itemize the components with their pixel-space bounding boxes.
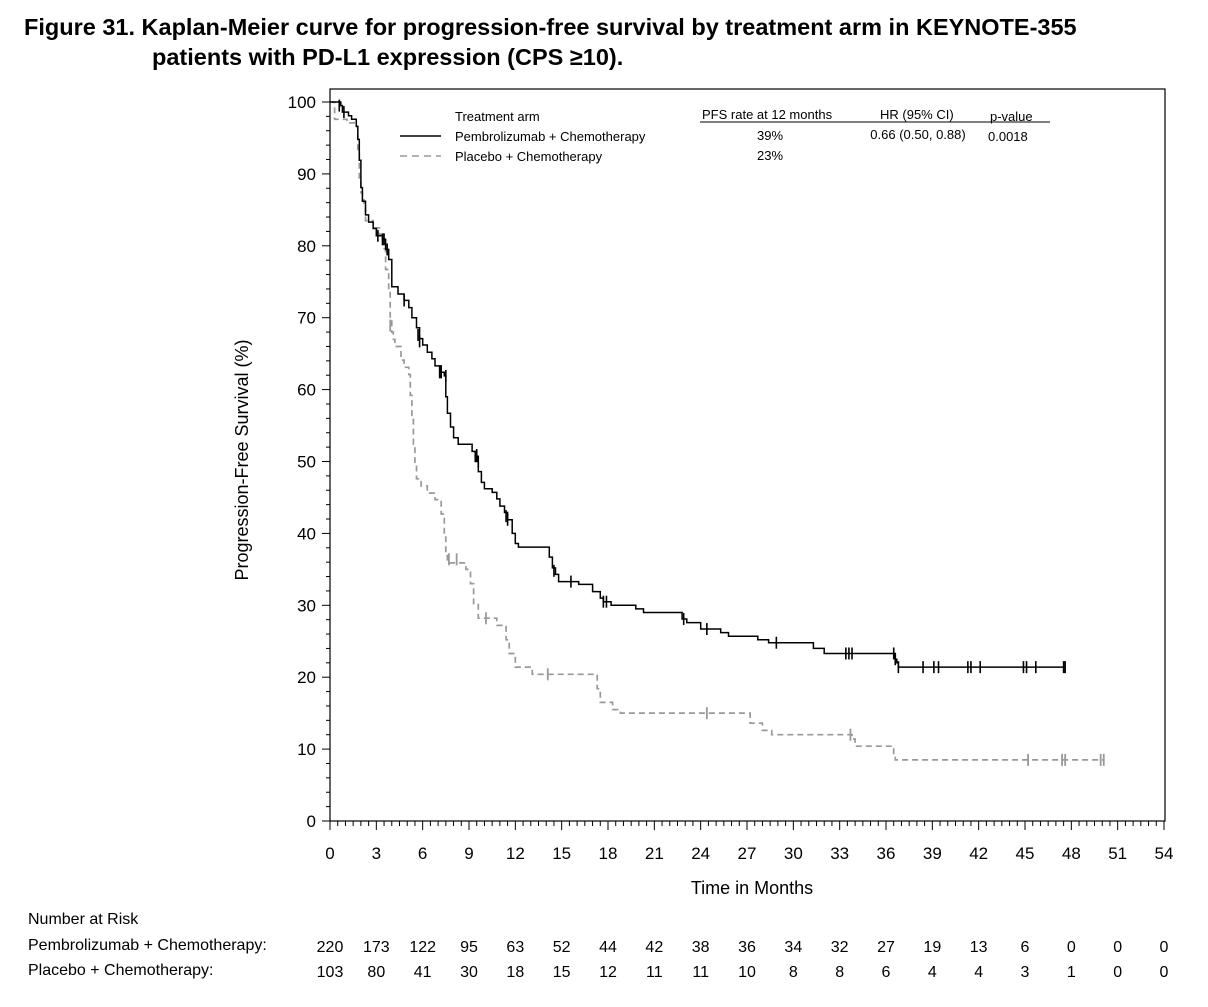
- y-tick-label: 20: [297, 668, 316, 687]
- y-tick-label: 90: [297, 165, 316, 184]
- placebo-curve: [330, 101, 1104, 761]
- figure-title-line-1: Figure 31. Kaplan-Meier curve for progre…: [24, 14, 1077, 40]
- y-tick-label: 40: [297, 524, 316, 543]
- risk-row-label-placebo: Placebo + Chemotherapy:: [28, 962, 214, 979]
- risk-value-pembrolizumab: 0: [1067, 939, 1076, 956]
- y-tick-label: 10: [297, 740, 316, 759]
- risk-value-pembrolizumab: 122: [409, 939, 436, 956]
- risk-value-placebo: 11: [692, 964, 709, 981]
- risk-value-placebo: 18: [506, 964, 524, 981]
- legend-col-p: p-value: [990, 109, 1033, 124]
- y-tick-label: 0: [307, 812, 316, 831]
- x-tick-label: 51: [1108, 844, 1127, 863]
- x-tick-label: 21: [645, 844, 664, 863]
- risk-value-pembrolizumab: 0: [1113, 939, 1122, 956]
- risk-value-placebo: 8: [835, 964, 844, 981]
- x-tick-label: 9: [464, 844, 473, 863]
- risk-value-placebo: 11: [646, 964, 663, 981]
- risk-value-pembrolizumab: 52: [553, 939, 571, 956]
- risk-value-placebo: 103: [317, 964, 344, 981]
- y-tick-label: 30: [297, 596, 316, 615]
- x-tick-label: 39: [923, 844, 942, 863]
- risk-value-pembrolizumab: 32: [831, 939, 849, 956]
- y-tick-label: 60: [297, 381, 316, 400]
- x-tick-label: 54: [1155, 844, 1174, 863]
- figure-title-line-2: patients with PD-L1 expression (CPS ≥10)…: [152, 44, 624, 70]
- x-tick-label: 27: [738, 844, 757, 863]
- legend-pfs-pembrolizumab: 39%: [757, 128, 783, 143]
- risk-value-placebo: 4: [928, 964, 937, 981]
- x-tick-label: 30: [784, 844, 803, 863]
- x-tick-label: 42: [969, 844, 988, 863]
- risk-row-label-pembrolizumab: Pembrolizumab + Chemotherapy:: [28, 937, 267, 954]
- x-tick-label: 33: [830, 844, 849, 863]
- legend-hr-pembrolizumab: 0.66 (0.50, 0.88): [870, 127, 965, 142]
- figure-title: Figure 31. Kaplan-Meier curve for progre…: [24, 12, 1077, 72]
- risk-value-placebo: 6: [882, 964, 891, 981]
- risk-value-pembrolizumab: 36: [738, 939, 756, 956]
- risk-value-placebo: 4: [974, 964, 983, 981]
- risk-value-placebo: 0: [1160, 964, 1169, 981]
- risk-value-placebo: 80: [367, 964, 385, 981]
- x-tick-label: 18: [599, 844, 618, 863]
- risk-value-pembrolizumab: 63: [506, 939, 524, 956]
- risk-value-pembrolizumab: 173: [363, 939, 390, 956]
- risk-value-placebo: 30: [460, 964, 478, 981]
- x-tick-label: 12: [506, 844, 525, 863]
- y-tick-label: 50: [297, 453, 316, 472]
- x-tick-label: 45: [1016, 844, 1035, 863]
- legend-header: Treatment arm: [455, 109, 540, 124]
- y-tick-label: 100: [288, 93, 316, 112]
- x-tick-label: 36: [877, 844, 896, 863]
- risk-value-placebo: 8: [789, 964, 798, 981]
- risk-value-pembrolizumab: 19: [923, 939, 941, 956]
- legend-p-pembrolizumab: 0.0018: [988, 129, 1028, 144]
- risk-table-heading: Number at Risk: [28, 911, 139, 928]
- legend-pfs-placebo: 23%: [757, 148, 783, 163]
- legend-col-hr: HR (95% CI): [880, 107, 954, 122]
- risk-value-pembrolizumab: 27: [877, 939, 895, 956]
- plot-frame: [329, 88, 1166, 822]
- legend-label-placebo: Placebo + Chemotherapy: [455, 149, 603, 164]
- risk-value-placebo: 41: [414, 964, 432, 981]
- risk-value-pembrolizumab: 38: [692, 939, 710, 956]
- risk-value-placebo: 10: [738, 964, 756, 981]
- risk-value-placebo: 15: [553, 964, 571, 981]
- legend-label-pembrolizumab: Pembrolizumab + Chemotherapy: [455, 129, 646, 144]
- risk-value-pembrolizumab: 34: [784, 939, 802, 956]
- risk-value-pembrolizumab: 13: [970, 939, 988, 956]
- risk-value-placebo: 0: [1113, 964, 1122, 981]
- x-tick-label: 0: [325, 844, 334, 863]
- legend-col-pfs: PFS rate at 12 months: [702, 107, 833, 122]
- x-tick-label: 24: [691, 844, 710, 863]
- risk-value-pembrolizumab: 0: [1160, 939, 1169, 956]
- x-tick-label: 6: [418, 844, 427, 863]
- x-axis-label: Time in Months: [691, 878, 813, 898]
- risk-value-pembrolizumab: 42: [645, 939, 663, 956]
- y-tick-label: 70: [297, 309, 316, 328]
- risk-value-pembrolizumab: 95: [460, 939, 478, 956]
- x-tick-label: 48: [1062, 844, 1081, 863]
- risk-value-placebo: 3: [1021, 964, 1030, 981]
- pembrolizumab-curve: [330, 101, 1066, 668]
- risk-value-placebo: 12: [599, 964, 617, 981]
- y-axis-label: Progression-Free Survival (%): [232, 339, 252, 580]
- y-tick-label: 80: [297, 237, 316, 256]
- risk-value-pembrolizumab: 220: [317, 939, 344, 956]
- x-tick-label: 3: [372, 844, 381, 863]
- risk-value-placebo: 1: [1067, 964, 1076, 981]
- x-tick-label: 15: [552, 844, 571, 863]
- risk-value-pembrolizumab: 6: [1021, 939, 1030, 956]
- risk-value-pembrolizumab: 44: [599, 939, 617, 956]
